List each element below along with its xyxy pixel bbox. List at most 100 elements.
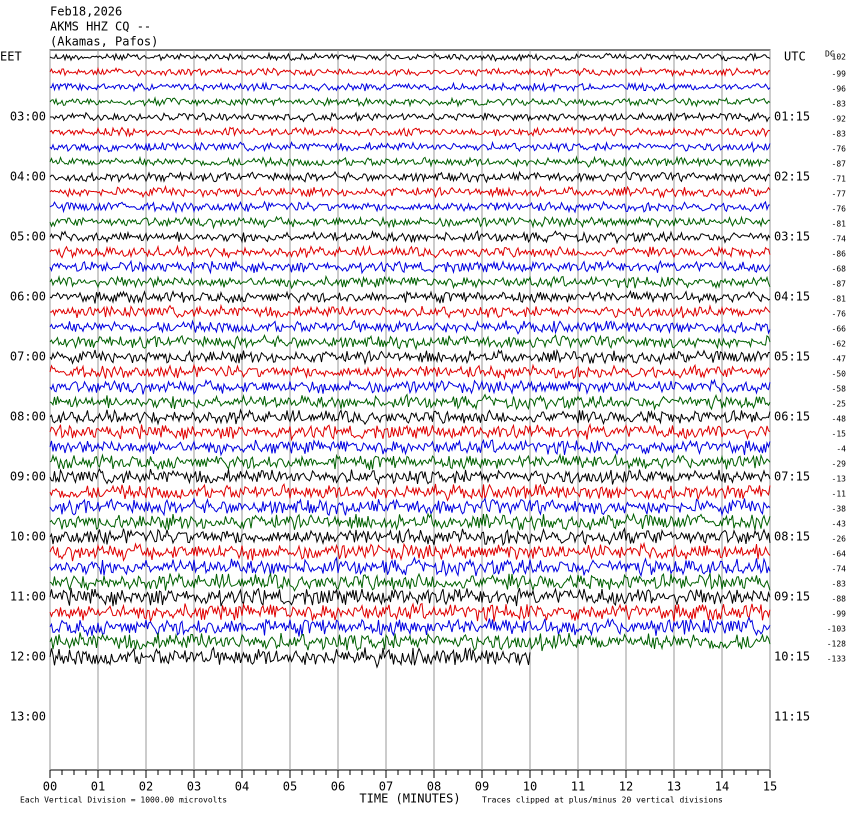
dc-offset: -99 [832,610,847,619]
x-tick-label: 14 [715,780,729,794]
dc-offset: -86 [832,250,847,259]
trace [49,125,771,138]
dc-offset: -76 [832,205,847,214]
trace [49,303,771,319]
dc-offset: -133 [827,655,846,664]
header-line: (Akamas, Pafos) [50,35,158,49]
dc-offset: -96 [832,85,847,94]
dc-offset: -66 [832,325,847,334]
x-tick-label: 07 [379,780,393,794]
dc-offset: -76 [832,310,847,319]
footer-right: Traces clipped at plus/minus 20 vertical… [482,796,723,805]
trace [49,526,771,547]
header-line: Feb18,2026 [50,5,122,19]
dc-offset: -88 [832,595,847,604]
trace [49,81,771,93]
trace [49,319,771,335]
dc-offset: -103 [827,625,846,634]
x-tick-label: 10 [523,780,537,794]
trace [49,408,771,426]
dc-offset: 102 [832,53,847,62]
trace [49,66,771,78]
dc-offset: -50 [832,370,847,379]
left-hour-label: 12:00 [10,650,46,664]
dc-title: DC [825,50,835,59]
x-tick-label: 08 [427,780,441,794]
dc-offset: -87 [832,280,847,289]
dc-offset: -64 [832,550,847,559]
dc-offset: -74 [832,235,847,244]
dc-offset: -62 [832,340,847,349]
trace [49,51,771,62]
x-tick-label: 03 [187,780,201,794]
dc-offset: -38 [832,505,847,514]
x-tick-label: 12 [619,780,633,794]
trace [49,155,771,168]
left-hour-label: 07:00 [10,350,46,364]
left-hour-label: 05:00 [10,230,46,244]
dc-offset: -48 [832,415,847,424]
dc-offset: -128 [827,640,846,649]
dc-offset: -47 [832,355,847,364]
dc-offset: -83 [832,130,847,139]
x-tick-label: 05 [283,780,297,794]
trace [49,497,771,517]
trace [49,259,771,275]
dc-offset: -11 [832,490,847,499]
trace [49,512,771,532]
dc-offset: -71 [832,175,847,184]
dc-offset: -87 [832,160,847,169]
trace [49,632,771,652]
left-hour-label: 11:00 [10,590,46,604]
trace [49,556,771,578]
dc-offset: -99 [832,70,847,79]
right-hour-label: 06:15 [774,410,810,424]
left-hour-label: 13:00 [10,710,46,724]
trace [49,230,771,245]
right-hour-label: 07:15 [774,470,810,484]
dc-offset: -83 [832,580,847,589]
trace [49,140,771,153]
right-axis-title: UTC [784,50,806,64]
right-hour-label: 05:15 [774,350,810,364]
trace [49,96,771,108]
right-hour-label: 09:15 [774,590,810,604]
trace [49,393,771,411]
trace [49,215,771,230]
x-tick-label: 06 [331,780,345,794]
dc-offset: -4 [836,445,846,454]
header-line: AKMS HHZ CQ -- [50,20,151,34]
dc-offset: -25 [832,400,847,409]
trace [49,185,771,199]
dc-offset: -76 [832,145,847,154]
trace [49,453,771,471]
left-axis-title: EET [0,50,22,64]
trace [49,587,771,607]
trace [49,244,771,259]
right-hour-label: 10:15 [774,650,810,664]
x-tick-label: 01 [91,780,105,794]
trace [49,274,771,290]
left-hour-label: 08:00 [10,410,46,424]
trace [49,363,771,381]
footer-left: Each Vertical Division = 1000.00 microvo… [20,796,227,805]
right-hour-label: 08:15 [774,530,810,544]
trace [49,170,771,184]
right-hour-label: 03:15 [774,230,810,244]
dc-offset: -68 [832,265,847,274]
trace [49,333,771,351]
x-tick-label: 11 [571,780,585,794]
dc-offset: -26 [832,535,847,544]
dc-offset: -15 [832,430,847,439]
left-hour-label: 04:00 [10,170,46,184]
right-hour-label: 11:15 [774,710,810,724]
dc-offset: -92 [832,115,847,124]
trace [49,646,531,669]
dc-offset: -74 [832,565,847,574]
dc-offset: -43 [832,520,847,529]
left-hour-label: 09:00 [10,470,46,484]
x-axis-title: TIME (MINUTES) [359,792,460,806]
right-hour-label: 04:15 [774,290,810,304]
left-hour-label: 06:00 [10,290,46,304]
